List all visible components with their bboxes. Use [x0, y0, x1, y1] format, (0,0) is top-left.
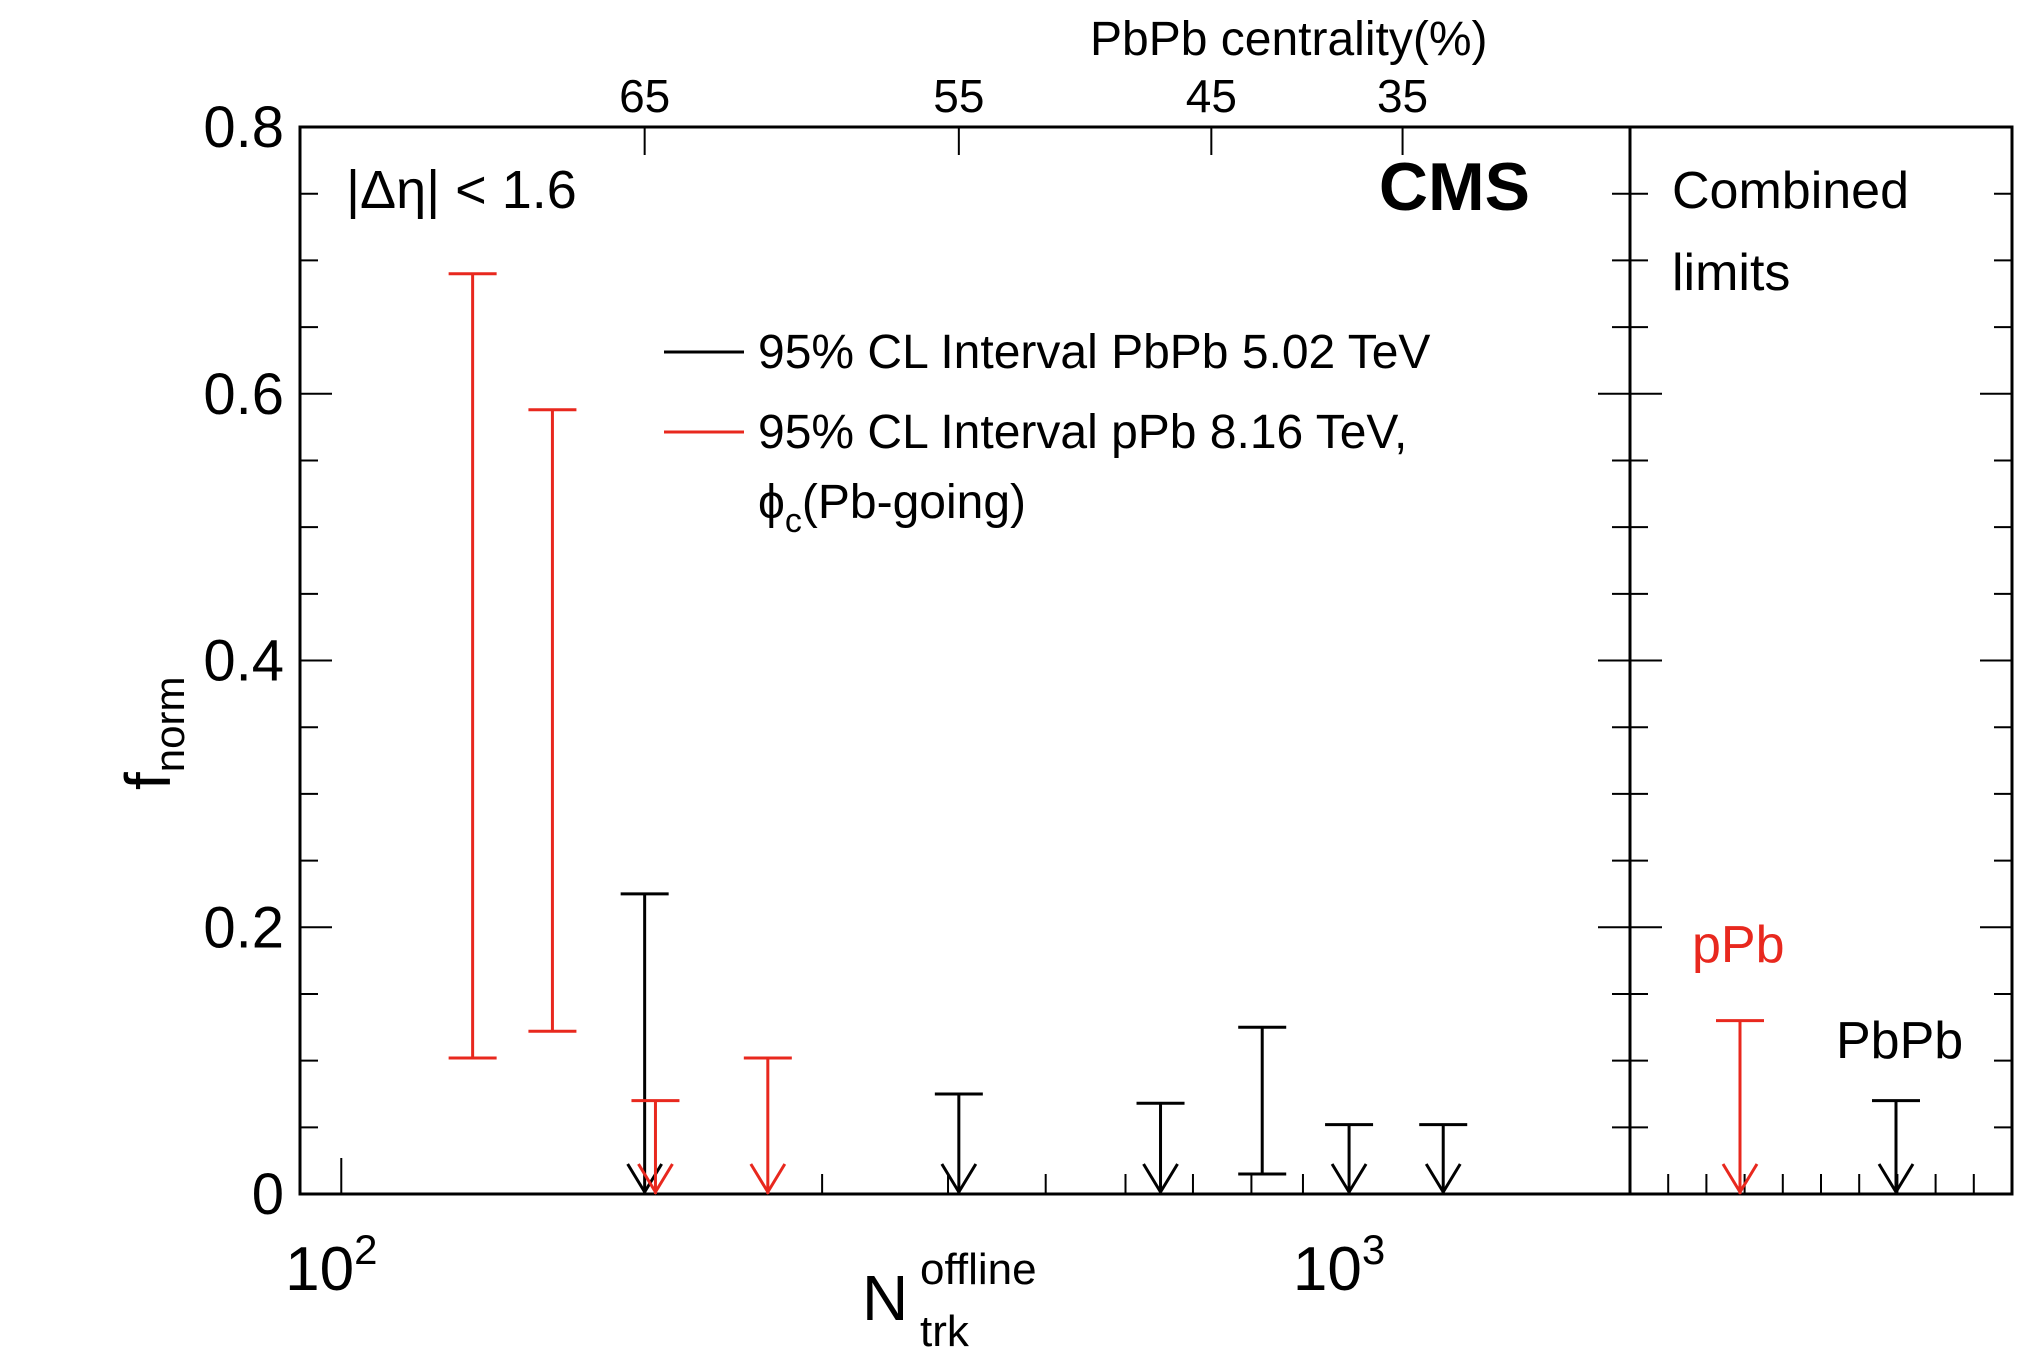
top-axis-tick-label: 35 [1377, 70, 1428, 122]
x-axis-label-sub: trk [920, 1307, 970, 1356]
main-plot-frame [298, 125, 1632, 1196]
upper-limit-arrow [1721, 1163, 1759, 1195]
upper-limit-arrow [1877, 1163, 1915, 1195]
legend-label-pbpb: 95% CL Interval PbPb 5.02 TeV [758, 326, 1430, 379]
combined-title-line1: Combined [1672, 162, 1909, 220]
combined-label-ppb: pPb [1692, 916, 1785, 974]
data-point-pbpb [1419, 1123, 1468, 1195]
data-point-ppb [631, 1099, 680, 1195]
data-point-ppb [448, 272, 497, 1060]
data-point-pbpb [620, 892, 669, 1195]
upper-limit-arrow [749, 1163, 787, 1195]
y-axis-label-main: f [112, 772, 184, 790]
combined-limits-marks [1716, 1019, 1920, 1195]
legend: 95% CL Interval PbPb 5.02 TeV 95% CL Int… [664, 326, 1430, 540]
combined-limit-ppb [1716, 1019, 1764, 1195]
x-tick-label: 103 [1293, 1226, 1385, 1304]
data-point-pbpb [1238, 1025, 1287, 1176]
top-axis-tick-label: 65 [619, 70, 670, 122]
top-axis-tick-labels: 65 55 45 35 [619, 70, 1428, 122]
top-axis-title: PbPb centrality(%) [1090, 13, 1487, 66]
x-tick-labels: 102 103 [285, 1226, 1385, 1304]
combined-limit-pbpb [1872, 1099, 1920, 1195]
y-tick-label: 0.4 [203, 629, 284, 694]
upper-limit-arrow [1142, 1163, 1179, 1195]
upper-limit-arrow [637, 1163, 674, 1195]
y-axis-label-sub: norm [146, 677, 193, 773]
y-tick-label: 0 [252, 1162, 284, 1227]
y-tick-labels: 0 0.2 0.4 0.6 0.8 [203, 95, 284, 1227]
y-axis-label: fnorm [112, 677, 193, 790]
y-tick-label: 0.8 [203, 95, 284, 160]
axis-ticks [300, 126, 2012, 1195]
x-tick-label: 102 [285, 1226, 377, 1304]
upper-limit-arrow [1424, 1163, 1462, 1195]
combined-title-line2: limits [1672, 244, 1790, 302]
experiment-label: CMS [1379, 149, 1530, 225]
y-tick-label: 0.2 [203, 895, 284, 960]
data-point-pbpb [934, 1092, 983, 1195]
combined-label-pbpb: PbPb [1836, 1012, 1963, 1070]
x-axis-label: N offline trk [862, 1245, 1037, 1356]
data-point-ppb [528, 408, 577, 1033]
data-point-ppb [743, 1056, 792, 1195]
svg-text:fnorm: fnorm [112, 677, 193, 790]
x-axis-label-sup: offline [920, 1245, 1037, 1294]
data-marks [448, 272, 1468, 1195]
upper-limit-arrow [1330, 1163, 1368, 1195]
legend-label-ppb-line2: ϕc(Pb-going) [758, 476, 1026, 540]
top-axis-tick-label: 45 [1186, 70, 1237, 122]
upper-limit-arrow [940, 1163, 978, 1195]
selection-label: |Δη| < 1.6 [346, 160, 577, 220]
data-point-pbpb [1325, 1123, 1374, 1195]
top-axis-tick-label: 55 [933, 70, 984, 122]
y-tick-label: 0.6 [203, 362, 284, 427]
legend-label-ppb: 95% CL Interval pPb 8.16 TeV, [758, 406, 1407, 459]
data-point-pbpb [1136, 1101, 1185, 1195]
x-axis-label-main: N [862, 1262, 908, 1334]
